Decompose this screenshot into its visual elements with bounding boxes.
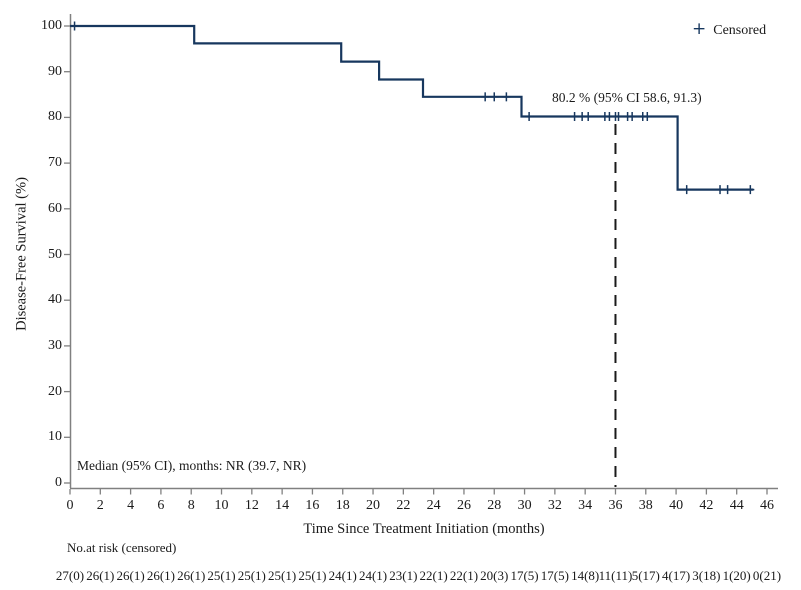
survival-estimate-annotation: 80.2 % (95% CI 58.6, 91.3)	[552, 90, 702, 105]
x-tick-label: 0	[66, 498, 74, 513]
y-tick-label: 10	[48, 429, 62, 445]
x-tick-label: 16	[305, 498, 320, 513]
risk-value: 26(1)	[86, 568, 115, 583]
x-tick-label: 24	[426, 498, 441, 513]
x-tick-label: 6	[157, 498, 165, 513]
axes	[64, 14, 778, 495]
risk-value: 26(1)	[116, 568, 145, 583]
risk-value: 11(11)	[598, 568, 633, 583]
risk-value: 27(0)	[55, 568, 85, 583]
risk-value: 24(1)	[358, 568, 388, 583]
median-annotation: Median (95% CI), months: NR (39.7, NR)	[77, 458, 307, 473]
x-axis-title: Time Since Treatment Initiation (months)	[303, 521, 545, 537]
risk-value: 22(1)	[449, 568, 479, 583]
risk-value: 25(1)	[237, 568, 266, 583]
legend-label: Censored	[713, 22, 767, 38]
x-tick-label: 4	[127, 498, 135, 513]
x-tick-label: 42	[699, 498, 714, 513]
risk-value: 23(1)	[389, 568, 418, 583]
x-tick-label: 2	[96, 498, 104, 513]
x-tick-label: 38	[638, 498, 653, 513]
x-tick-label: 32	[547, 498, 562, 513]
y-tick-label: 60	[48, 200, 62, 216]
risk-value: 22(1)	[419, 568, 448, 583]
risk-table-label: No.at risk (censored)	[67, 540, 177, 555]
y-tick-label: 80	[48, 109, 62, 125]
risk-value: 0(21)	[752, 568, 782, 583]
x-tick-label: 40	[669, 498, 684, 513]
x-tick-label: 22	[396, 498, 411, 513]
risk-value: 24(1)	[328, 568, 357, 583]
risk-value: 17(5)	[540, 568, 569, 583]
risk-value: 3(18)	[692, 568, 721, 583]
censored-marker-icon: +	[692, 19, 707, 39]
x-tick-label: 14	[275, 498, 290, 513]
censored-marks	[70, 21, 755, 195]
x-tick-label: 36	[608, 498, 623, 513]
risk-value: 5(17)	[631, 568, 660, 583]
risk-value: 4(17)	[661, 568, 691, 583]
x-tick-label: 34	[578, 498, 593, 513]
risk-value: 17(5)	[510, 568, 539, 583]
x-tick-label: 18	[335, 498, 350, 513]
y-tick-label: 20	[48, 383, 62, 399]
y-tick-label: 0	[55, 475, 62, 490]
legend: + Censored	[692, 19, 767, 39]
risk-value: 1(20)	[722, 568, 751, 583]
x-tick-label: 44	[729, 498, 744, 513]
risk-value: 26(1)	[146, 568, 175, 583]
risk-value: 26(1)	[177, 568, 206, 583]
x-tick-label: 20	[366, 498, 381, 513]
y-tick-label: 50	[48, 246, 62, 262]
x-tick-label: 46	[760, 498, 774, 513]
y-tick-label: 40	[48, 292, 62, 308]
risk-value: 20(3)	[480, 568, 509, 583]
x-tick-label: 12	[244, 498, 259, 513]
x-tick-label: 28	[487, 498, 502, 513]
survival-step-curve	[70, 24, 754, 191]
x-tick-label: 26	[456, 498, 471, 513]
risk-value: 14(8)	[571, 568, 600, 583]
y-tick-label: 100	[41, 18, 62, 33]
y-tick-label: 90	[48, 63, 62, 79]
y-tick-label: 70	[48, 155, 62, 171]
risk-value: 25(1)	[268, 568, 297, 583]
x-tick-label: 8	[187, 498, 195, 513]
y-tick-label: 30	[48, 337, 62, 353]
x-tick-label: 30	[517, 498, 532, 513]
x-tick-label: 10	[214, 498, 229, 513]
risk-value: 25(1)	[298, 568, 327, 583]
risk-value: 25(1)	[207, 568, 236, 583]
